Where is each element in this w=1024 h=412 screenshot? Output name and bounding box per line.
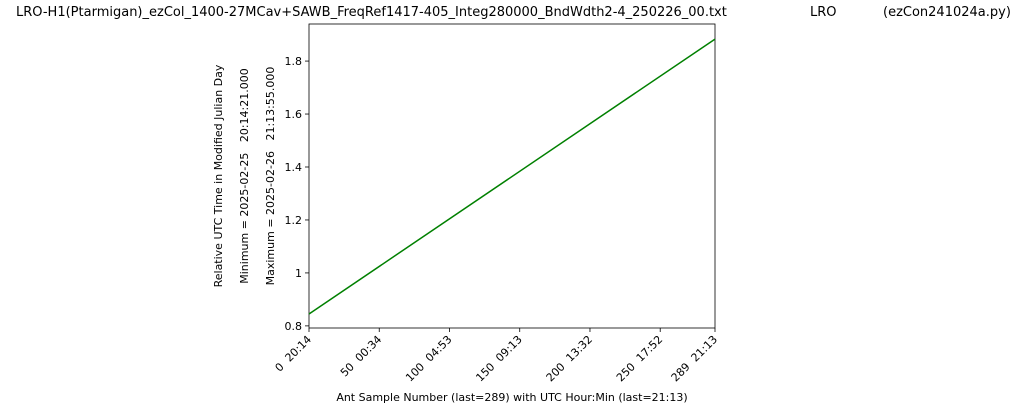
plot-frame [308,23,716,329]
x-tick-label: 250 17:52 [614,333,665,384]
x-axis-label: Ant Sample Number (last=289) with UTC Ho… [336,391,687,404]
data-line [308,38,716,315]
y-axis-label: Minimum = 2025-02-25 20:14:21.000 [238,68,251,284]
y-tick-label: 0.8 [285,320,303,333]
x-tick-label: 200 13:32 [544,333,595,384]
y-tick-label: 1.8 [285,55,303,68]
x-tick-label: 289 21:13 [669,333,720,384]
y-tick-label: 1 [295,267,302,280]
y-axis-label: Relative UTC Time in Modified Julian Day [212,64,225,287]
y-tick-label: 1.6 [285,108,303,121]
x-tick-label: 50 00:34 [338,333,384,379]
y-tick-label: 1.4 [285,161,303,174]
x-tick-label: 100 04:53 [403,333,454,384]
y-axis-label: Maximum = 2025-02-26 21:13:55.000 [264,67,277,286]
chart-title: LRO-H1(Ptarmigan)_ezCol_1400-27MCav+SAWB… [16,5,727,20]
x-tick-label: 150 09:13 [473,333,524,384]
y-tick-label: 1.2 [285,214,303,227]
header-right: (ezCon241024a.py) [883,5,1011,20]
x-tick-label: 0 20:14 [273,333,315,375]
header-center: LRO [810,5,837,20]
